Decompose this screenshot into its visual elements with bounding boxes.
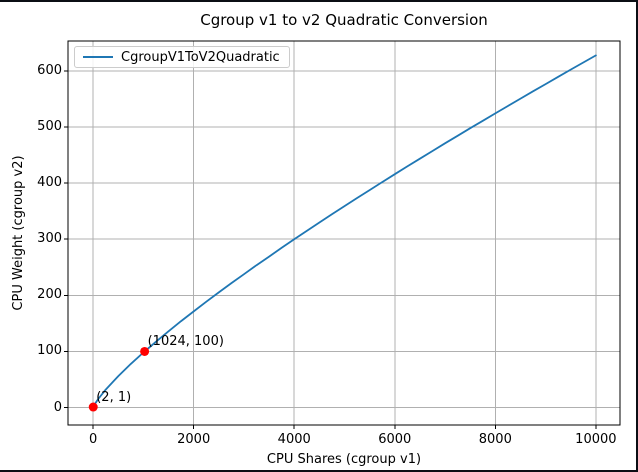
point-annotation: (2, 1): [96, 390, 132, 406]
axes-spines: [67, 40, 621, 426]
data-line: [92, 54, 597, 408]
x-tick-label: 8000: [478, 432, 512, 447]
x-tick-label: 10000: [575, 432, 617, 447]
y-tick-label: 400: [37, 175, 62, 191]
x-tick-label: 0: [88, 432, 98, 447]
y-tick-label: 0: [53, 399, 62, 415]
x-axis-label: CPU Shares (cgroup v1): [266, 452, 422, 467]
x-tick-label: 6000: [378, 432, 412, 447]
y-tick-label: 200: [37, 287, 62, 303]
legend-line-swatch: [83, 56, 113, 58]
y-tick-label: 600: [37, 62, 62, 78]
x-tick-label: 2000: [177, 432, 211, 447]
legend: CgroupV1ToV2Quadratic: [74, 46, 290, 68]
x-tick-label: 4000: [277, 432, 311, 447]
legend-entry-label: CgroupV1ToV2Quadratic: [121, 49, 280, 65]
point-annotation: (1024, 100): [147, 334, 224, 350]
data-point-marker: [140, 346, 150, 356]
chart-title: Cgroup v1 to v2 Quadratic Conversion: [200, 11, 488, 29]
y-tick-label: 500: [37, 118, 62, 134]
y-tick-label: 300: [37, 231, 62, 247]
y-tick-label: 100: [37, 343, 62, 359]
data-point-marker: [88, 402, 98, 412]
